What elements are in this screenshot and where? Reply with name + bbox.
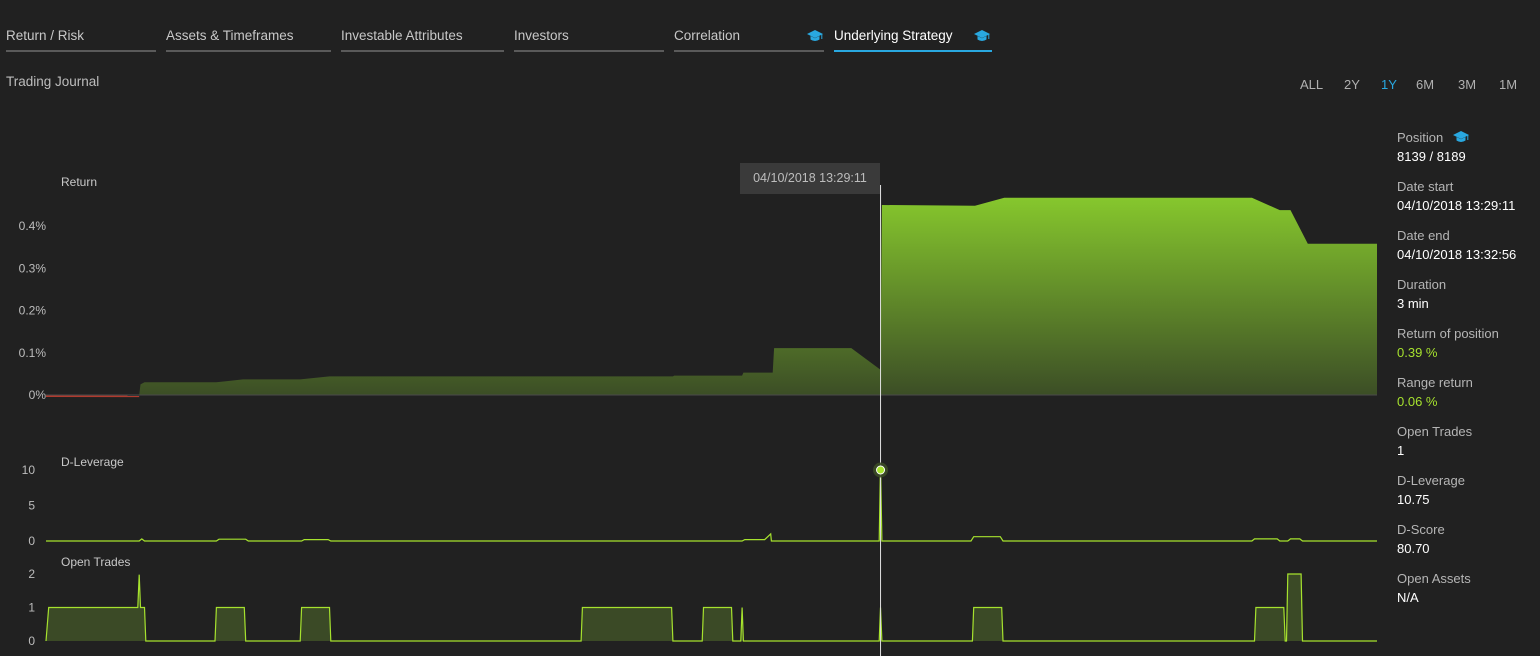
tab-investors[interactable]: Investors: [514, 28, 664, 52]
d-leverage-tick-label: 5: [28, 499, 35, 513]
stat-date-start-value: 04/10/2018 13:29:11: [1397, 198, 1516, 213]
stat-d-leverage: D-Leverage 10.75: [1397, 473, 1540, 507]
stat-range-return-value: 0.06 %: [1397, 394, 1438, 409]
tab-assets-timeframes[interactable]: Assets & Timeframes: [166, 28, 331, 52]
open-trades-tick-label: 0: [28, 634, 35, 648]
stat-date-end: Date end 04/10/2018 13:32:56: [1397, 228, 1540, 262]
return-area: [46, 197, 1377, 395]
time-range-selector: ALL 2Y 1Y 6M 3M 1M: [1300, 77, 1540, 97]
range-6m[interactable]: 6M: [1416, 77, 1435, 92]
range-3m[interactable]: 3M: [1458, 77, 1477, 92]
range-2y[interactable]: 2Y: [1344, 77, 1360, 92]
stat-d-score: D-Score 80.70: [1397, 522, 1540, 556]
tooltip-label: 04/10/2018 13:29:11: [753, 171, 867, 185]
stat-open-trades: Open Trades 1: [1397, 424, 1540, 458]
return-panel-title: Return: [61, 175, 97, 189]
tab-bar: Return / Risk Assets & Timeframes Invest…: [0, 0, 1000, 56]
stat-open-assets-label: Open Assets: [1397, 571, 1471, 586]
stat-date-end-label: Date end: [1397, 228, 1450, 243]
range-all[interactable]: ALL: [1300, 77, 1324, 92]
return-tick-label: 0.2%: [19, 304, 47, 318]
stat-d-leverage-value: 10.75: [1397, 492, 1430, 507]
stat-date-end-value: 04/10/2018 13:32:56: [1397, 247, 1517, 262]
stat-position-value: 8139 / 8189: [1397, 149, 1466, 164]
stat-date-start-label: Date start: [1397, 179, 1454, 194]
range-1y[interactable]: 1Y: [1381, 77, 1397, 92]
d-leverage-panel: D-Leverage 10 5 0: [22, 455, 1377, 548]
tab-return-risk[interactable]: Return / Risk: [6, 28, 156, 52]
crosshair-marker-dot: [876, 465, 886, 475]
return-tick-label: 0%: [29, 388, 47, 402]
d-leverage-line: [46, 464, 1377, 542]
section-title: Trading Journal: [6, 74, 100, 89]
tab-underlying-strategy-label: Underlying Strategy: [834, 28, 953, 43]
crosshair-tooltip: 04/10/2018 13:29:11: [740, 163, 880, 194]
stat-open-trades-value: 1: [1397, 443, 1405, 458]
stat-open-assets: Open Assets N/A: [1397, 571, 1540, 605]
stat-return-of-position: Return of position 0.39 %: [1397, 326, 1540, 360]
tab-underlying-strategy[interactable]: Underlying Strategy: [834, 28, 992, 52]
tab-investable-attributes[interactable]: Investable Attributes: [341, 28, 504, 52]
stat-return-of-position-value: 0.39 %: [1397, 345, 1438, 360]
d-leverage-tick-label: 10: [22, 463, 36, 477]
stat-d-score-value: 80.70: [1397, 541, 1430, 556]
tab-correlation[interactable]: Correlation: [674, 28, 824, 52]
stat-range-return-label: Range return: [1397, 375, 1473, 390]
open-trades-panel-title: Open Trades: [61, 555, 130, 569]
stat-open-assets-value: N/A: [1397, 590, 1419, 605]
return-tick-label: 0.1%: [19, 346, 47, 360]
return-tick-label: 0.3%: [19, 261, 47, 275]
stat-return-of-position-label: Return of position: [1397, 326, 1499, 341]
graduation-cap-icon: [1452, 131, 1469, 142]
stat-d-score-label: D-Score: [1397, 522, 1445, 537]
d-leverage-panel-title: D-Leverage: [61, 455, 124, 469]
open-trades-area: [45, 573, 1377, 642]
graduation-cap-icon: [807, 30, 823, 41]
strategy-chart[interactable]: Return 0.4%0.3%0.2%0.1%0% D-Leverage 105…: [0, 110, 1390, 656]
graduation-cap-icon: [974, 30, 990, 41]
range-1m[interactable]: 1M: [1499, 77, 1518, 92]
stat-duration-label: Duration: [1397, 277, 1447, 292]
d-leverage-tick-label: 0: [28, 534, 35, 548]
stat-duration: Duration 3 min: [1397, 277, 1540, 311]
stat-date-start: Date start 04/10/2018 13:29:11: [1397, 179, 1540, 213]
return-panel: Return 0.4% 0.3% 0.2% 0.1% 0%: [19, 175, 1377, 402]
stat-position: Position 8139 / 8189: [1397, 130, 1540, 164]
open-trades-tick-label: 2: [28, 567, 35, 581]
stat-range-return: Range return 0.06 %: [1397, 375, 1540, 409]
open-trades-tick-label: 1: [28, 601, 35, 615]
return-tick-label: 0.4%: [19, 219, 47, 233]
open-trades-panel: Open Trades 2 1 0: [28, 555, 1377, 648]
stat-position-label: Position: [1397, 130, 1540, 145]
stat-duration-value: 3 min: [1397, 296, 1429, 311]
stat-d-leverage-label: D-Leverage: [1397, 473, 1465, 488]
tab-correlation-label: Correlation: [674, 28, 741, 43]
stat-open-trades-label: Open Trades: [1397, 424, 1473, 439]
